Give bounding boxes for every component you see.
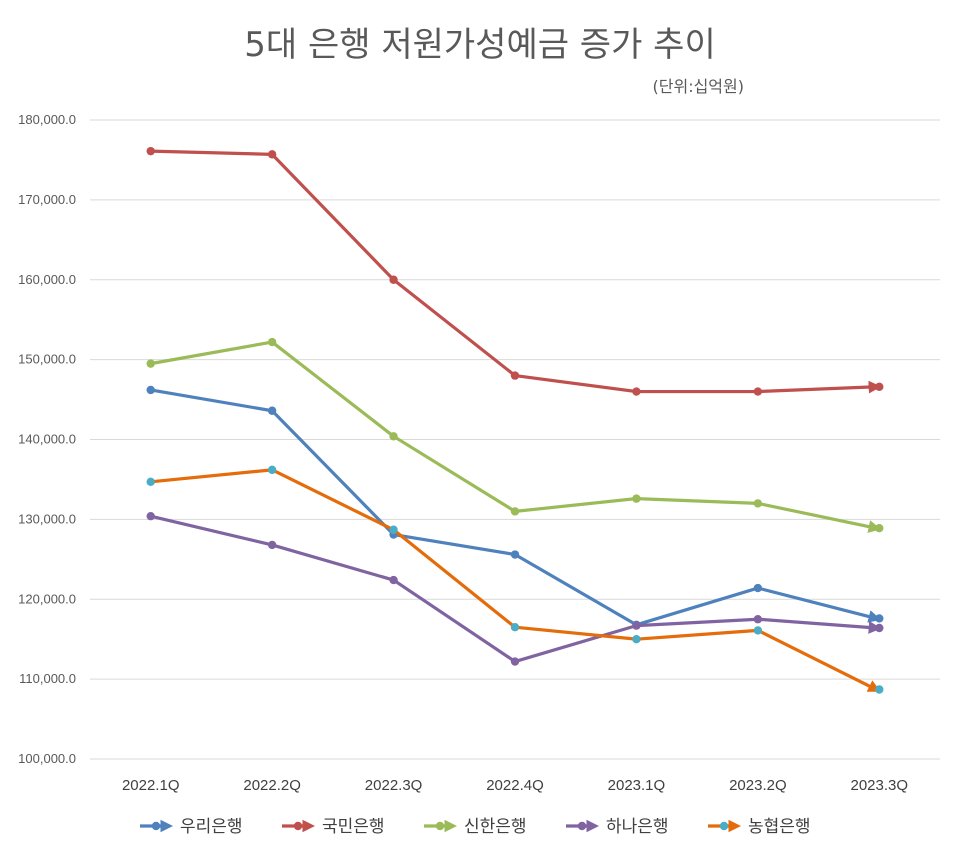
y-tick-label: 160,000.0 (18, 272, 76, 287)
data-point (267, 406, 277, 415)
series-group (146, 337, 884, 533)
x-tick-label: 2022.3Q (365, 777, 423, 794)
y-tick-label: 130,000.0 (18, 511, 76, 526)
data-point (875, 623, 884, 633)
x-tick-label: 2022.2Q (243, 777, 301, 794)
data-point (753, 387, 763, 396)
series-line (150, 514, 882, 664)
grid-lines (90, 119, 940, 760)
legend-label: 우리은행 (180, 817, 243, 837)
data-point (875, 523, 884, 533)
data-point (510, 371, 520, 380)
y-tick-label: 150,000.0 (18, 352, 76, 367)
data-point (632, 634, 641, 644)
y-tick-label: 110,000.0 (19, 671, 76, 686)
legend-label: 농협은행 (748, 817, 811, 837)
legend-marker (293, 821, 303, 831)
data-point (146, 511, 155, 521)
data-point (146, 146, 155, 156)
legend-item: 하나은행 (566, 817, 669, 837)
data-point (389, 575, 398, 585)
data-point (389, 525, 398, 534)
legend-marker (577, 821, 587, 831)
legend-marker (719, 821, 729, 831)
data-point (875, 685, 884, 694)
y-tick-label: 180,000.0 (18, 112, 76, 127)
series-line (150, 149, 882, 394)
legend-item: 국민은행 (282, 817, 385, 837)
data-point (389, 275, 398, 284)
legend-item: 우리은행 (140, 817, 243, 837)
y-tick-label: 120,000.0 (18, 591, 76, 606)
data-point (875, 614, 884, 623)
data-point (146, 359, 155, 368)
chart-title: 5대 은행 저원가성예금 증가 추이 (244, 25, 716, 65)
y-tick-label: 170,000.0 (18, 192, 76, 207)
series-group (146, 465, 884, 694)
data-point (510, 550, 520, 559)
data-point (632, 387, 641, 396)
legend: 우리은행 국민은행 신한은행 하나은행 농협은행 (140, 817, 811, 837)
y-axis-ticks: 100,000.0 110,000.0 120,000.0 130,000.0 140,… (18, 112, 76, 766)
legend-label: 하나은행 (606, 817, 669, 837)
data-point (510, 657, 520, 666)
data-point (875, 382, 884, 391)
legend-item: 농협은행 (708, 817, 811, 837)
series-group (146, 511, 884, 666)
series-group (146, 146, 884, 396)
data-point (753, 583, 763, 593)
legend-item: 신한은행 (424, 817, 527, 837)
x-tick-label: 2023.3Q (851, 777, 909, 794)
data-point (632, 494, 641, 503)
x-tick-label: 2022.1Q (122, 777, 180, 794)
data-point (753, 626, 763, 635)
legend-label: 국민은행 (322, 817, 385, 837)
series-lines (146, 146, 884, 694)
x-axis-ticks: 2022.1Q 2022.2Q 2022.3Q 2022.4Q 2023.1Q 2023.… (122, 777, 908, 794)
y-tick-label: 100,000.0 (18, 751, 76, 766)
y-tick-label: 140,000.0 (18, 432, 76, 447)
series-line (150, 388, 882, 627)
series-line (150, 340, 882, 533)
data-point (267, 540, 277, 550)
legend-label: 신한은행 (464, 817, 527, 837)
data-point (753, 499, 763, 508)
data-point (146, 477, 155, 487)
data-point (510, 507, 520, 516)
data-point (510, 623, 520, 632)
legend-marker (435, 821, 445, 831)
x-tick-label: 2023.1Q (608, 777, 666, 794)
chart-unit-label: (단위:십억원) (653, 77, 744, 96)
data-point (267, 150, 277, 159)
x-tick-label: 2023.2Q (729, 777, 787, 794)
data-point (632, 621, 641, 630)
x-tick-label: 2022.4Q (486, 777, 544, 794)
data-point (146, 385, 155, 395)
data-point (753, 615, 763, 624)
data-point (389, 432, 398, 441)
legend-marker (151, 821, 161, 831)
series-line (150, 468, 881, 692)
data-point (267, 337, 277, 347)
data-point (267, 465, 277, 475)
